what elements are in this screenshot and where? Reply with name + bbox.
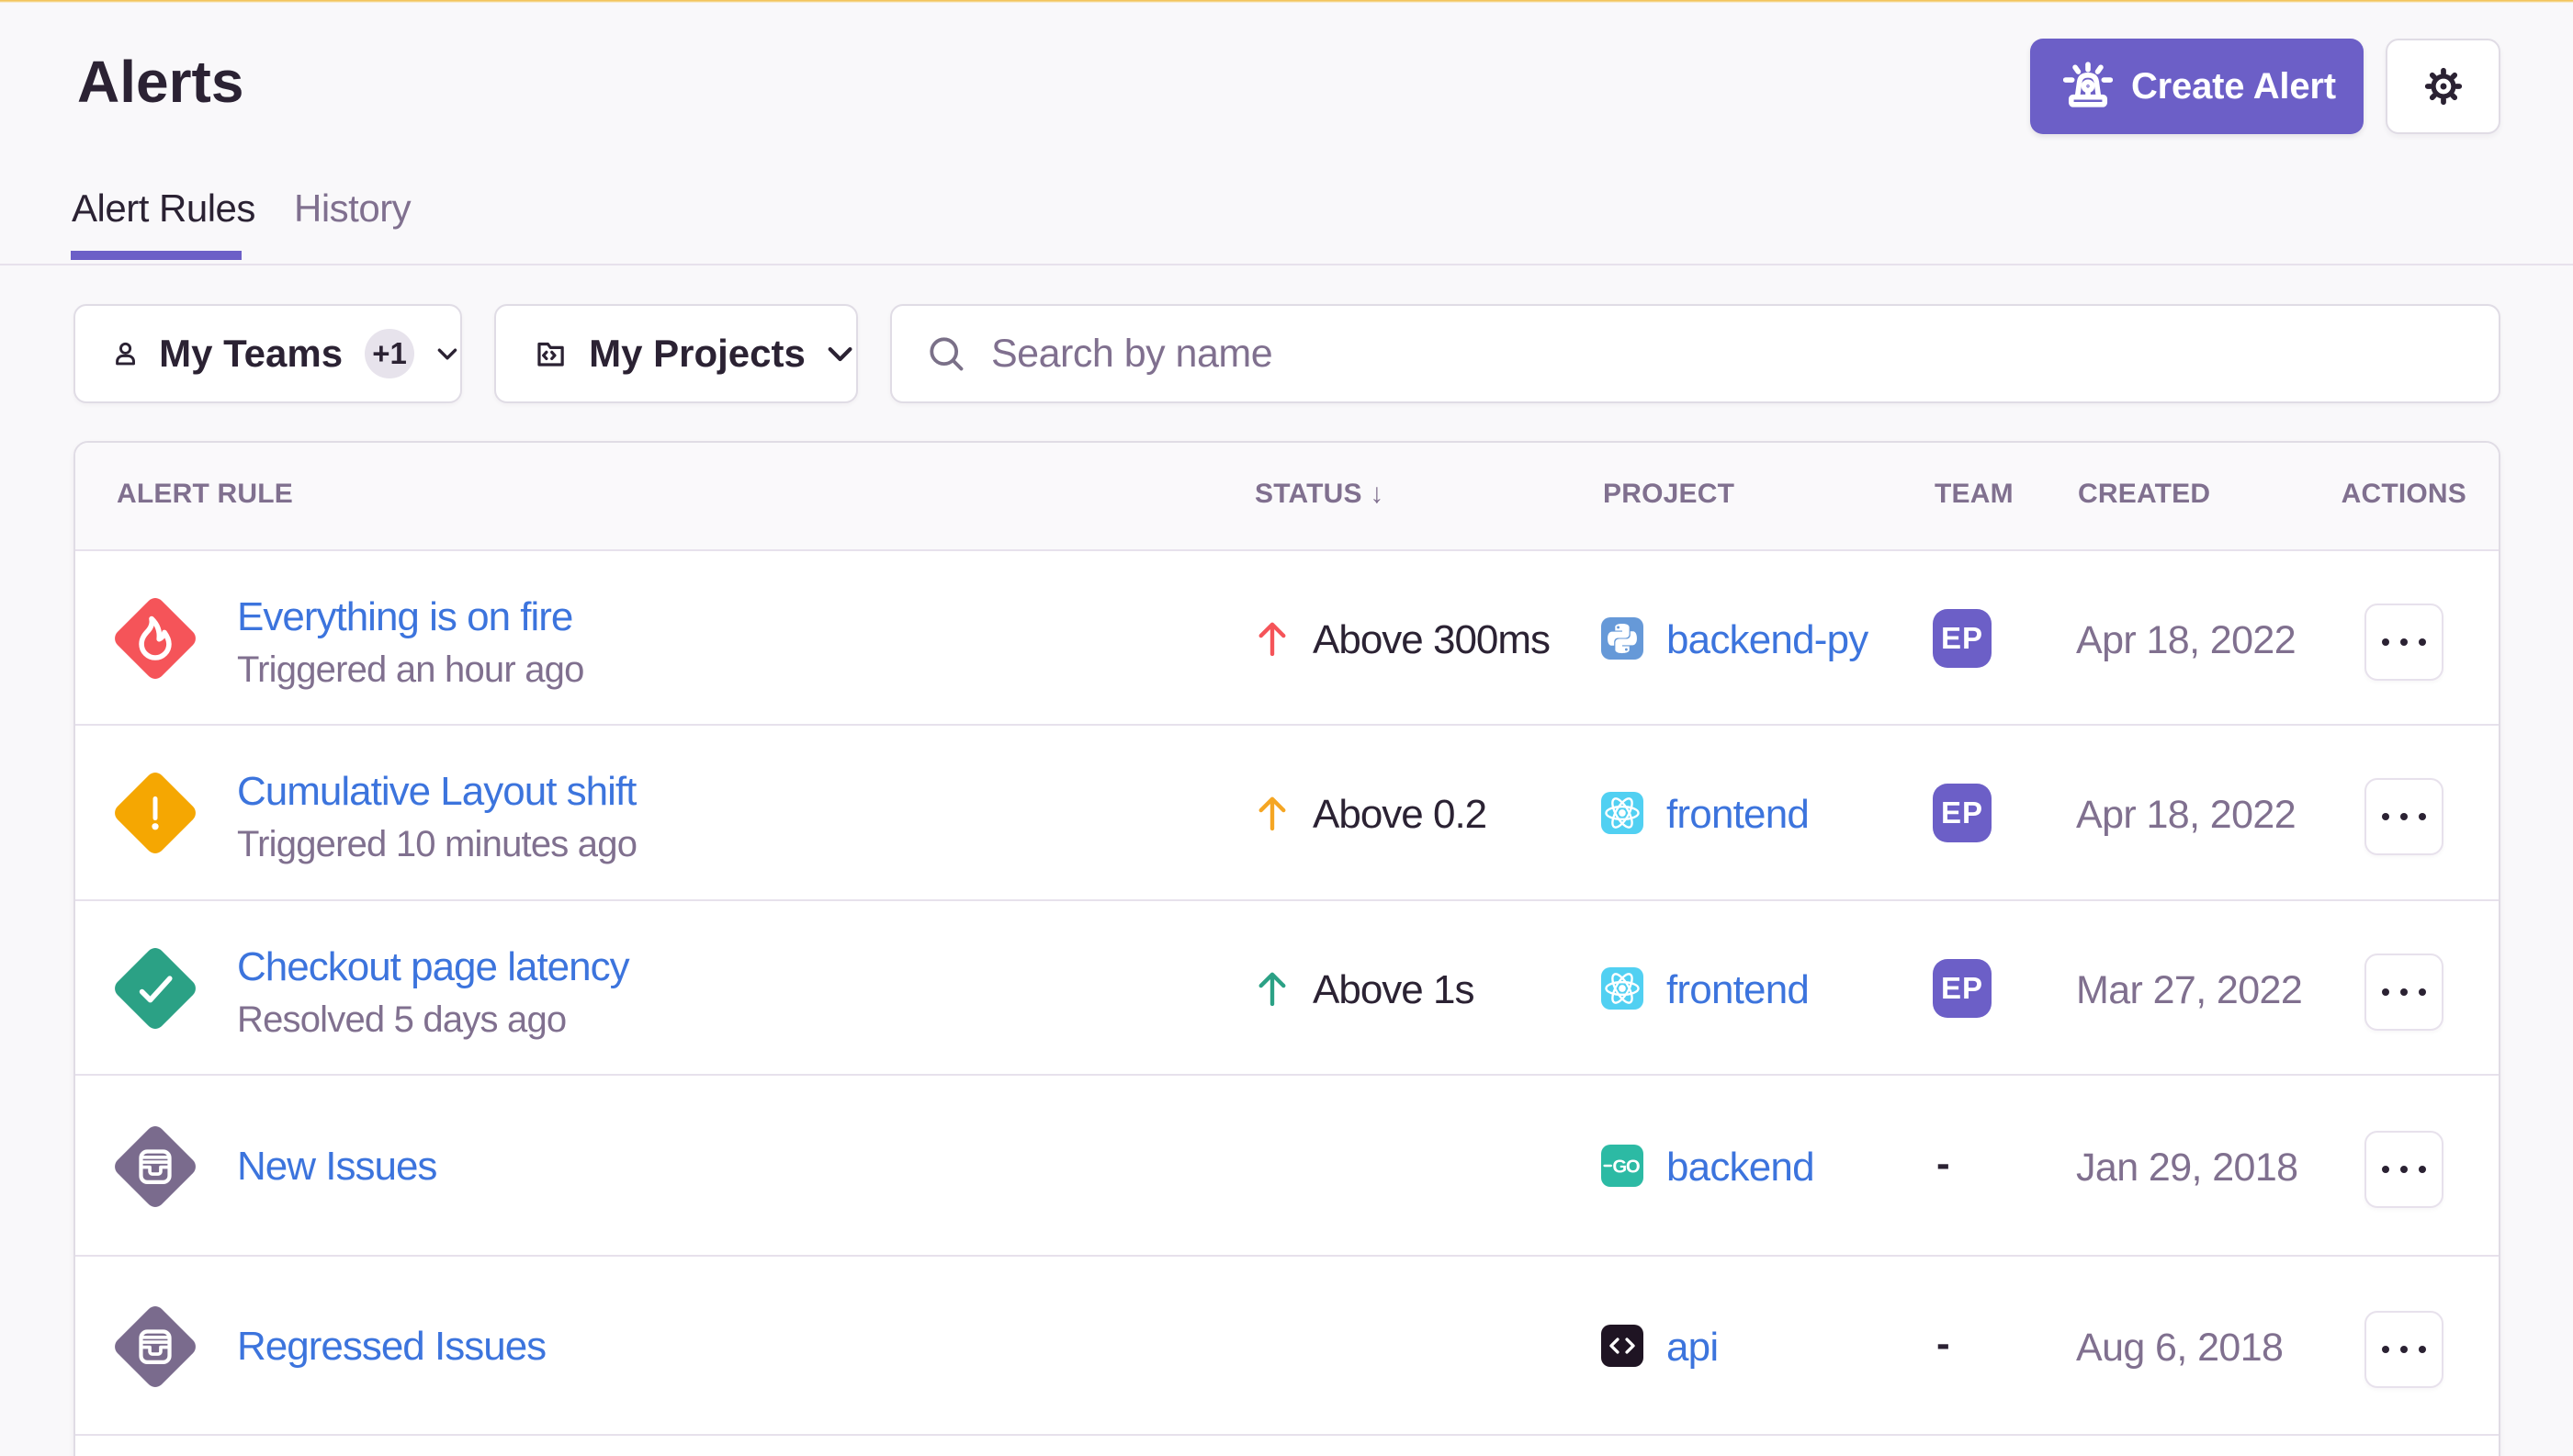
svg-text:GO: GO [1612,1157,1639,1177]
